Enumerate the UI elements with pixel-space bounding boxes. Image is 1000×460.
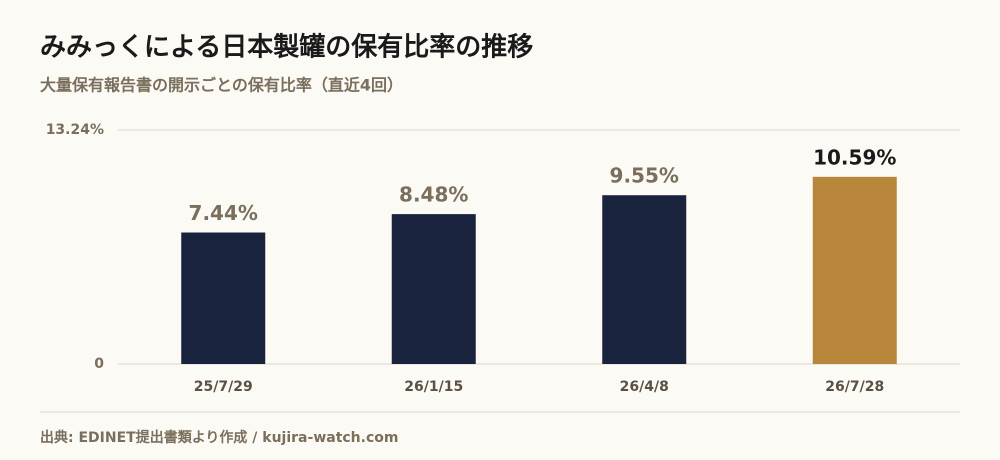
bar: [391, 214, 476, 364]
value-label: 10.59%: [813, 145, 896, 169]
source-note: 出典: EDINET提出書類より作成 / kujira-watch.com: [40, 429, 398, 446]
value-label: 9.55%: [610, 164, 679, 188]
bar: [812, 176, 897, 364]
bar: [181, 232, 266, 364]
y-tick-label: 0: [94, 356, 104, 372]
x-tick-label: 26/1/15: [404, 379, 463, 395]
value-label: 7.44%: [189, 201, 258, 225]
bar: [602, 195, 687, 364]
value-label: 8.48%: [399, 183, 468, 207]
y-tick-label: 13.24%: [46, 122, 104, 138]
x-tick-label: 26/4/8: [620, 379, 669, 395]
x-tick-label: 25/7/29: [194, 379, 253, 395]
chart-subtitle: 大量保有報告書の開示ごとの保有比率（直近4回）: [40, 76, 403, 95]
chart-title: みみっくによる日本製罐の保有比率の推移: [40, 32, 533, 63]
x-tick-label: 26/7/28: [825, 379, 884, 395]
